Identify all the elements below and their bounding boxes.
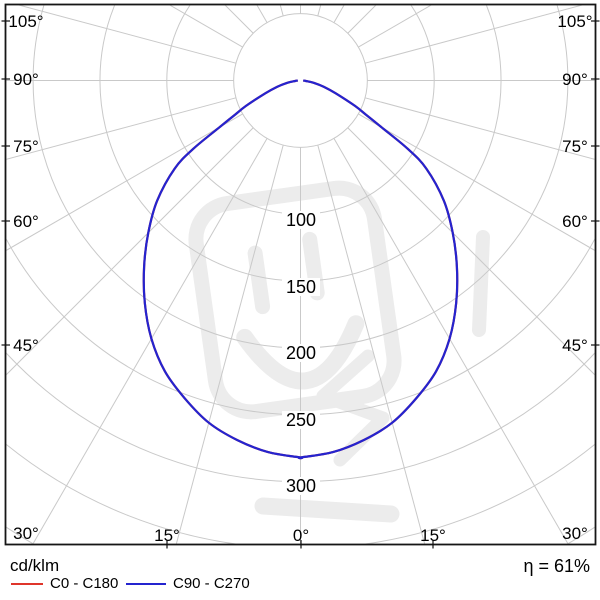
legend-label-c0-c180: C0 - C180	[50, 575, 119, 592]
grid-spoke	[6, 97, 237, 160]
grid-spoke	[364, 97, 595, 160]
angle-label: 90°	[13, 70, 39, 89]
grid-spoke	[364, 5, 583, 64]
radial-label: 300	[286, 476, 316, 496]
axis-ticks	[1, 20, 600, 549]
grid-spoke	[175, 144, 284, 544]
watermark-logo	[188, 180, 490, 523]
grid-spoke	[32, 138, 268, 544]
legend-item-c90-c270: C90 - C270	[126, 575, 250, 592]
angle-labels: 105° 105° 90° 90° 75° 75° 60° 60° 45° 45° 30° 30° 15…	[8, 12, 592, 545]
angle-label: 45°	[13, 336, 39, 355]
efficiency-label: η = 61%	[523, 556, 590, 576]
radial-labels: 100 150 200 250 300	[282, 210, 320, 496]
radial-label: 100	[286, 210, 316, 230]
legend-item-c0-c180: C0 - C180	[11, 575, 118, 592]
grid-circle	[233, 13, 368, 148]
grid-spoke	[6, 113, 243, 251]
angle-label: 105°	[8, 12, 43, 31]
angle-label: 60°	[13, 212, 39, 231]
radial-label: 200	[286, 343, 316, 363]
grid-spoke	[358, 113, 595, 251]
radial-label: 150	[286, 277, 316, 297]
watermark-cord	[316, 349, 390, 467]
intensity-curves	[142, 79, 459, 460]
grid-spoke	[347, 127, 595, 376]
angle-label: 45°	[562, 336, 588, 355]
angle-label: 75°	[562, 137, 588, 156]
radial-label-bg	[282, 411, 320, 429]
angle-label: 90°	[562, 70, 588, 89]
legend-line-red-icon	[11, 582, 43, 585]
watermark-band	[254, 497, 400, 523]
watermark-bar	[472, 230, 490, 337]
watermark-prong	[247, 245, 271, 315]
angle-label: 60°	[562, 212, 588, 231]
curve-c90-c270	[142, 79, 459, 460]
grid-spoke	[317, 144, 426, 544]
radial-label: 250	[286, 410, 316, 430]
radial-label-bg	[282, 477, 320, 495]
grid-spoke	[6, 127, 254, 376]
angle-label: 105°	[557, 12, 592, 31]
grid-spoke	[333, 138, 569, 544]
angle-label: 30°	[562, 524, 588, 543]
radial-label-bg	[282, 344, 320, 362]
radial-label-bg	[282, 278, 320, 296]
angle-label: 0°	[293, 526, 309, 545]
angle-label: 75°	[13, 137, 39, 156]
angle-label: 15°	[420, 526, 446, 545]
legend-line-blue-icon	[126, 582, 166, 585]
watermark-frame	[188, 180, 402, 420]
unit-label: cd/klm	[10, 556, 60, 575]
grid-spoke	[18, 5, 237, 64]
radial-label-bg	[282, 211, 320, 229]
watermark-smile	[236, 315, 365, 390]
angle-label: 15°	[154, 526, 180, 545]
angle-label: 30°	[13, 524, 39, 543]
legend-label-c90-c270: C90 - C270	[173, 575, 250, 592]
